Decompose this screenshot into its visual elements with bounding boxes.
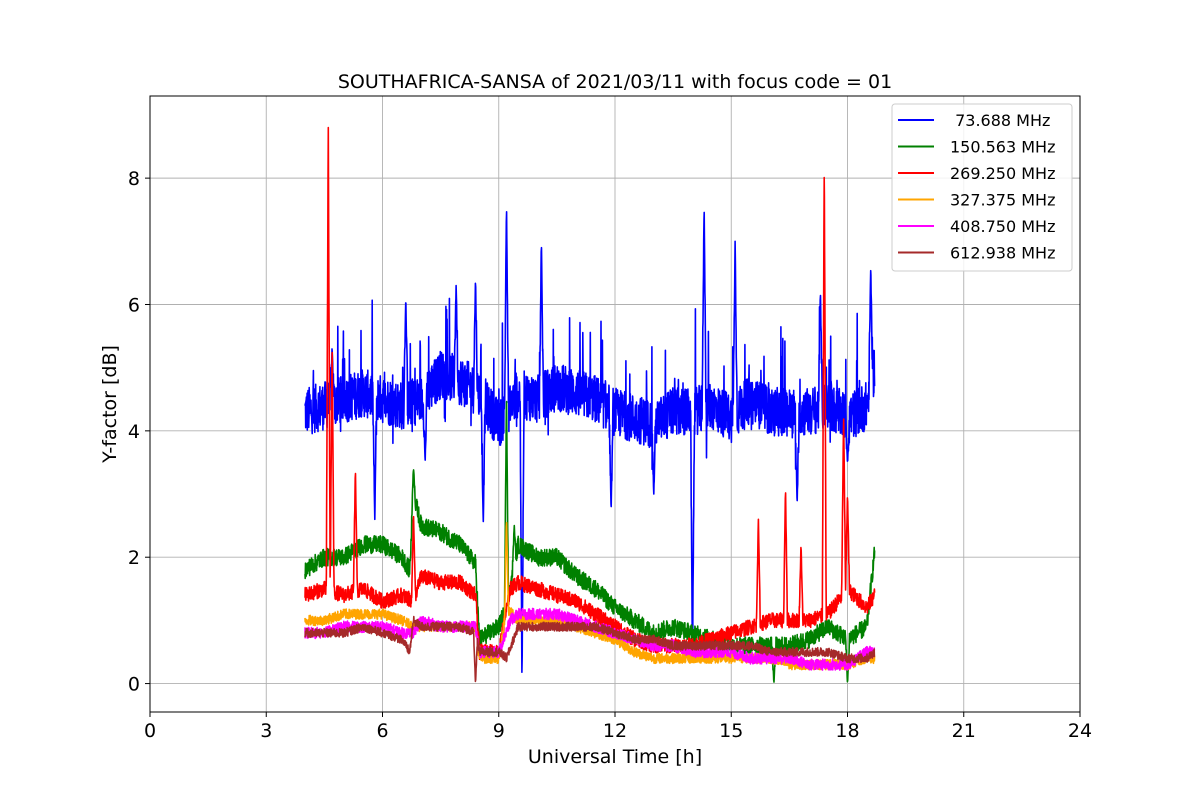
legend-label: 73.688 MHz <box>950 111 1050 130</box>
legend-label: 150.563 MHz <box>950 138 1055 157</box>
x-tick-label: 24 <box>1068 720 1092 742</box>
x-tick-label: 0 <box>144 720 156 742</box>
y-axis-ticks: 0 2 4 6 8 <box>128 168 150 696</box>
x-axis-label: Universal Time [h] <box>528 746 702 768</box>
series-line <box>304 211 876 674</box>
y-tick-label: 6 <box>128 294 140 316</box>
plot-area <box>304 126 876 683</box>
y-tick-label: 8 <box>128 168 140 190</box>
series-line <box>304 400 876 683</box>
legend-label: 408.750 MHz <box>950 217 1055 236</box>
legend-label: 327.375 MHz <box>950 191 1055 210</box>
x-tick-label: 9 <box>493 720 505 742</box>
legend: 73.688 MHz 150.563 MHz 269.250 MHz 327.375 … <box>891 103 1073 272</box>
x-axis-ticks: 0 3 6 9 12 15 18 21 24 <box>144 712 1092 742</box>
x-tick-label: 15 <box>719 720 743 742</box>
legend-label: 612.938 MHz <box>950 244 1055 263</box>
x-tick-label: 12 <box>603 720 627 742</box>
x-tick-label: 6 <box>376 720 388 742</box>
x-tick-label: 21 <box>952 720 976 742</box>
legend-label: 269.250 MHz <box>950 164 1055 183</box>
series-line <box>304 615 876 683</box>
y-tick-label: 2 <box>128 547 140 569</box>
y-tick-label: 4 <box>128 421 140 443</box>
series-line <box>304 126 876 661</box>
x-tick-label: 3 <box>260 720 272 742</box>
x-tick-label: 18 <box>835 720 859 742</box>
legend-box <box>891 103 1073 272</box>
chart-title: SOUTHAFRICA-SANSA of 2021/03/11 with foc… <box>338 71 892 93</box>
y-tick-label: 0 <box>128 674 140 696</box>
y-axis-label: Y-factor [dB] <box>99 345 121 464</box>
